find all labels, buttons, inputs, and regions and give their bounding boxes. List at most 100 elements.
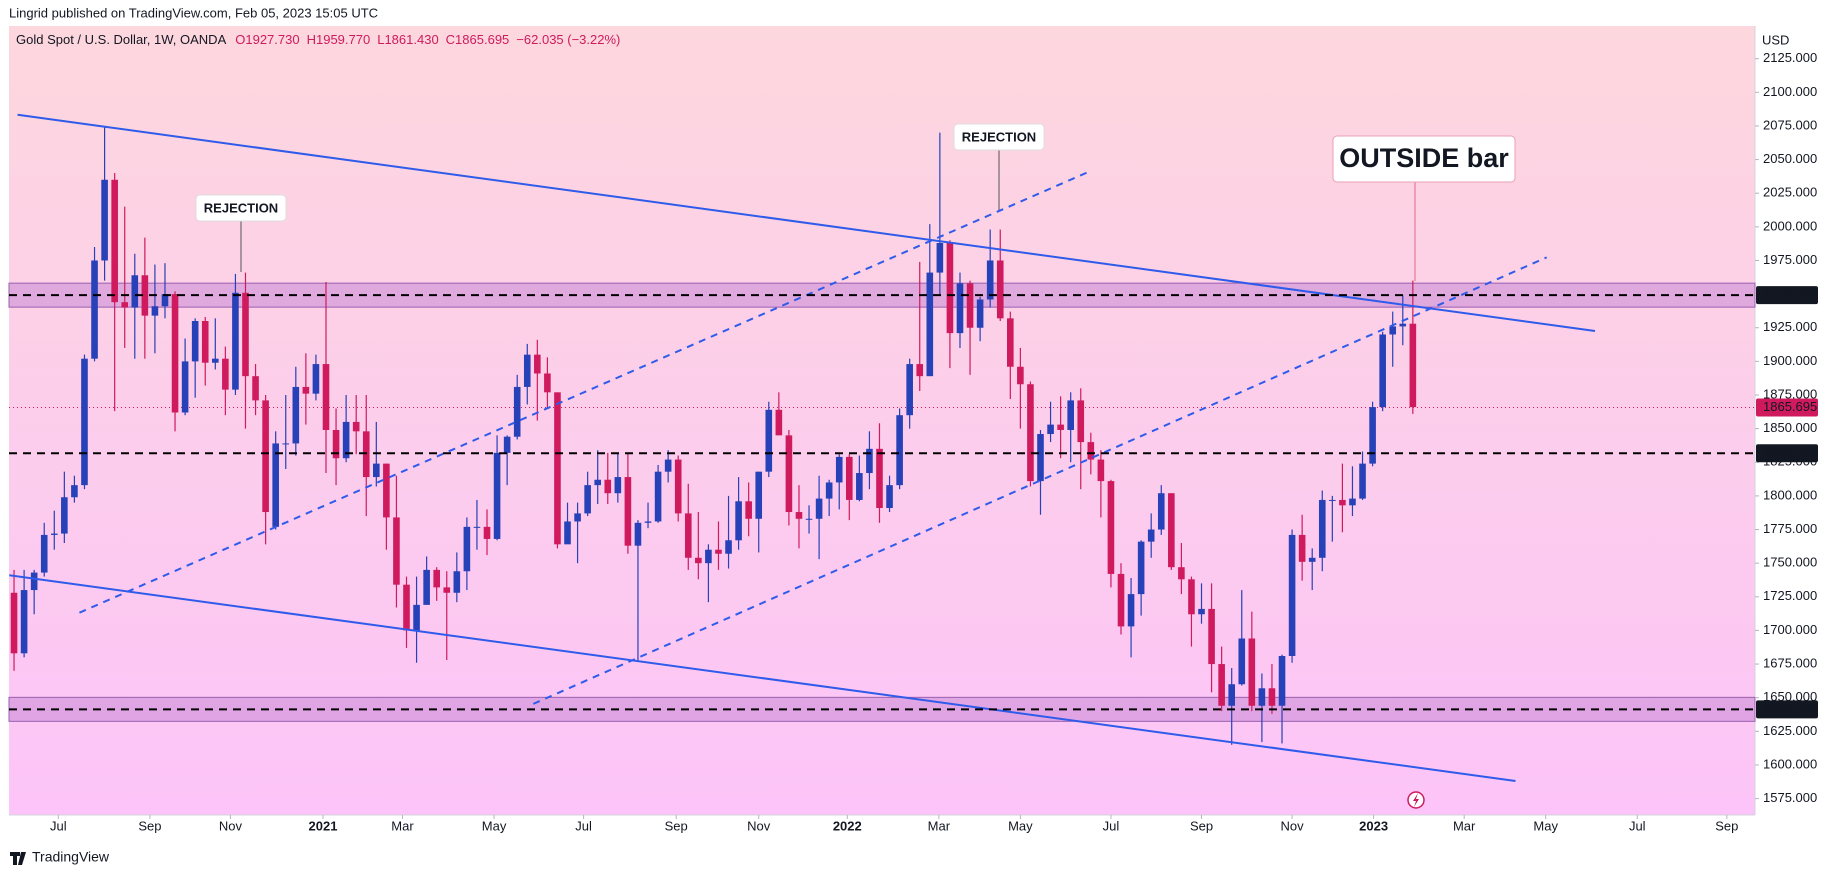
candle-body xyxy=(272,443,279,527)
y-tick-label: 1575.000 xyxy=(1763,790,1817,805)
candle-body xyxy=(936,242,944,273)
level-label: 1641.343 xyxy=(1763,701,1817,716)
candle-body xyxy=(1369,407,1376,464)
brand-logo xyxy=(10,852,26,865)
candle-body xyxy=(242,292,249,377)
candle-body xyxy=(493,452,501,539)
symbol-header: Gold Spot / U.S. Dollar, 1W, OANDA O1927.… xyxy=(16,32,620,47)
y-tick-label: 1800.000 xyxy=(1763,487,1817,502)
candle-body xyxy=(584,485,591,514)
candle-body xyxy=(191,321,199,362)
candle-body xyxy=(292,386,300,444)
y-tick-label: 2125.000 xyxy=(1763,50,1817,65)
candle-body xyxy=(302,386,310,394)
candle-body xyxy=(1228,684,1236,706)
annotation-box xyxy=(1332,135,1516,183)
candle-body xyxy=(393,517,400,585)
x-tick-label: Jul xyxy=(50,818,67,833)
x-tick-label: Jul xyxy=(1629,818,1646,833)
x-tick-label: May xyxy=(482,818,507,833)
candle-body xyxy=(181,361,189,413)
ohlc-value: −62.035 (−3.22%) xyxy=(516,32,620,47)
y-tick-label: 1975.000 xyxy=(1763,252,1817,267)
candle-body xyxy=(282,443,290,445)
candle-body xyxy=(1298,534,1306,562)
x-tick-label: Sep xyxy=(1715,818,1738,833)
candle-body xyxy=(20,590,28,654)
candle-body xyxy=(433,569,440,588)
candle-body xyxy=(71,485,78,498)
candle-body xyxy=(262,400,269,513)
publisher: Lingrid published on TradingView.com, Fe… xyxy=(9,5,378,20)
candle-body xyxy=(594,479,602,486)
candle-body xyxy=(1047,424,1054,435)
candle-body xyxy=(715,549,722,554)
candle-body xyxy=(1027,384,1034,482)
candle-body xyxy=(10,592,18,654)
y-tick-label: 1925.000 xyxy=(1763,319,1817,334)
y-tick-label: 1750.000 xyxy=(1763,555,1817,570)
candle-body xyxy=(111,179,118,303)
candle-body xyxy=(1127,594,1135,627)
candle-body xyxy=(966,283,974,328)
candle-body xyxy=(423,569,430,605)
candle-body xyxy=(976,299,984,328)
x-tick-label: Mar xyxy=(928,818,951,833)
candle-body xyxy=(1349,498,1356,506)
candle-body xyxy=(463,526,471,572)
annotation-box xyxy=(195,194,287,222)
candle-body xyxy=(544,373,551,393)
x-tick-label: May xyxy=(1533,818,1558,833)
y-tick-label: 2000.000 xyxy=(1763,218,1817,233)
candle-body xyxy=(1329,499,1336,501)
candle-body xyxy=(805,518,813,520)
candle-body xyxy=(1137,541,1145,595)
candle-body xyxy=(483,526,491,539)
x-tick-label: 2021 xyxy=(309,818,338,833)
candle-body xyxy=(554,392,561,545)
y-tick-label: 1900.000 xyxy=(1763,353,1817,368)
candle-body xyxy=(1107,481,1115,574)
x-tick-label: 2023 xyxy=(1359,818,1388,833)
brand: TradingView xyxy=(32,849,110,865)
candle-body xyxy=(906,364,913,416)
candle-body xyxy=(845,456,853,500)
currency: USD xyxy=(1762,32,1789,47)
candle-body xyxy=(1077,400,1085,443)
candle-body xyxy=(151,306,159,316)
x-tick-label: Mar xyxy=(391,818,414,833)
candle-body xyxy=(644,521,652,523)
candle-body xyxy=(946,242,954,334)
candle-body xyxy=(40,534,48,573)
candle-body xyxy=(695,557,702,564)
candle-body xyxy=(222,358,229,390)
candle-body xyxy=(856,473,863,500)
candle-body xyxy=(1067,400,1074,430)
candle-body xyxy=(604,479,612,494)
candle-body xyxy=(413,604,420,631)
x-tick-label: Mar xyxy=(1453,818,1476,833)
candle-body xyxy=(916,364,924,377)
candle-body xyxy=(1288,534,1296,656)
x-tick-label: Jul xyxy=(575,818,592,833)
candle-body xyxy=(896,415,903,486)
candle-body xyxy=(1168,493,1175,568)
candle-body xyxy=(684,513,692,558)
candle-body xyxy=(654,471,662,522)
candle-body xyxy=(332,429,340,459)
candle-body xyxy=(352,421,360,432)
annotation-text: REJECTION xyxy=(204,200,278,215)
candle-body xyxy=(634,522,642,546)
candle-body xyxy=(664,459,672,472)
candle-body xyxy=(1308,557,1316,562)
candle-body xyxy=(383,463,390,518)
candle-body xyxy=(252,376,259,401)
x-tick-label: Nov xyxy=(1281,818,1305,833)
candle-body xyxy=(513,386,521,437)
ohlc-value: L1861.430 xyxy=(377,32,438,47)
level-label: 1949.232 xyxy=(1763,287,1817,302)
candle-body xyxy=(232,292,239,390)
y-tick-label: 1700.000 xyxy=(1763,622,1817,637)
candle-body xyxy=(815,498,823,519)
